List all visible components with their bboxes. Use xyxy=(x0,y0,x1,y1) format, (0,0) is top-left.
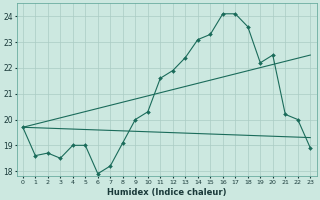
X-axis label: Humidex (Indice chaleur): Humidex (Indice chaleur) xyxy=(107,188,226,197)
